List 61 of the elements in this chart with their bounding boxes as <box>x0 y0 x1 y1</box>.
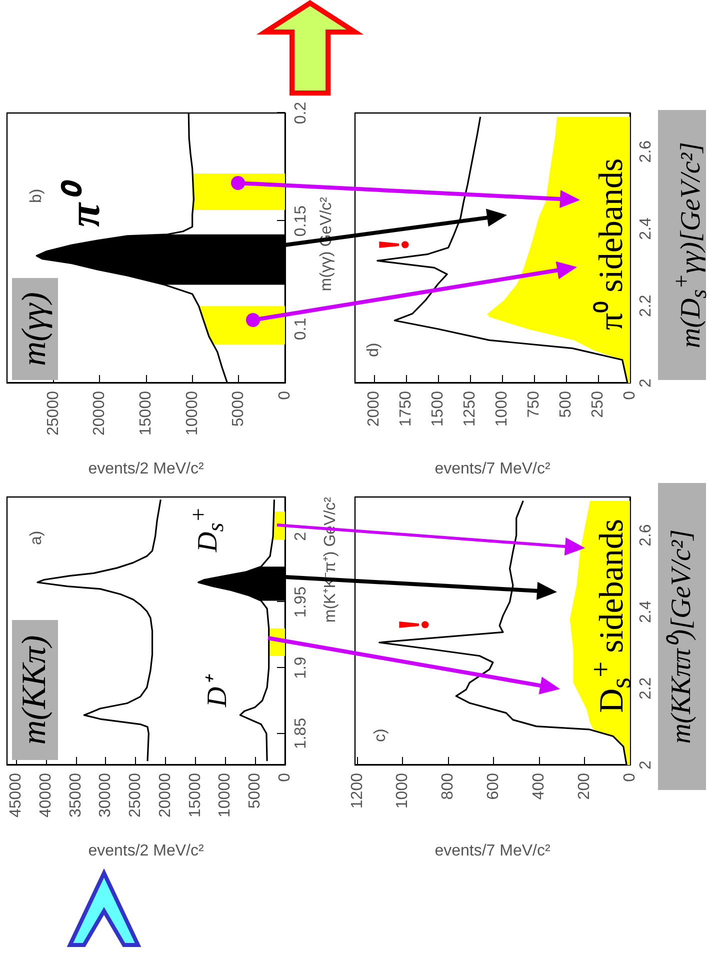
annotation: π⁰ sidebands <box>592 158 631 330</box>
annotation: m(γγ) <box>12 278 58 380</box>
annotation: b) <box>28 188 46 203</box>
x-tick-label: 20000 <box>91 390 108 436</box>
x-tick-label: 750 <box>526 390 543 418</box>
x-tick-label: 5000 <box>246 772 264 809</box>
annotation: a) <box>28 530 46 545</box>
x-tick-label: 600 <box>485 772 502 800</box>
x-tick-label: 40000 <box>37 772 54 818</box>
x-tick-label: 10000 <box>184 390 201 436</box>
x-tick-label: 5000 <box>230 390 248 427</box>
x-tick-label: 0 <box>622 390 638 400</box>
x-tick-label: 2000 <box>366 390 383 427</box>
annotation: ! <box>388 617 439 632</box>
x-axis-title: events/7 MeV/c² <box>434 460 551 478</box>
annotation: ! <box>368 237 419 252</box>
y-tick-label: 2.6 <box>638 140 654 163</box>
x-tick-label: 1750 <box>398 390 415 427</box>
x-tick-label: 25000 <box>127 772 144 818</box>
x-tick-label: 1250 <box>462 390 479 427</box>
x-axis-title: events/2 MeV/c² <box>88 842 204 860</box>
x-tick-label: 1000 <box>394 772 412 809</box>
y-tick-label: 2 <box>292 532 310 541</box>
annotation: c) <box>372 728 390 742</box>
x-tick-label: 800 <box>440 772 457 800</box>
x-tick-label: 250 <box>590 390 607 418</box>
x-tick-label: 15000 <box>138 390 154 436</box>
x-tick-label: 20000 <box>156 772 174 818</box>
x-tick-label: 0 <box>276 390 294 400</box>
x-tick-label: 25000 <box>44 390 62 436</box>
y-tick-label: 2.2 <box>638 294 654 317</box>
y-tick-label: 1.85 <box>292 718 310 750</box>
x-tick-label: 200 <box>576 772 594 800</box>
x-axis-title: events/2 MeV/c² <box>88 460 204 478</box>
y-tick-label: 2.6 <box>638 524 654 546</box>
x-tick-label: 400 <box>530 772 548 800</box>
y-axis-title: m(KKππ⁰)[GeV/c²] <box>658 483 706 790</box>
y-tick-label: 2.4 <box>638 600 654 623</box>
x-tick-label: 15000 <box>186 772 204 818</box>
annotation: d) <box>365 342 383 357</box>
x-tick-label: 35000 <box>67 772 84 818</box>
x-tick-label: 45000 <box>7 772 24 818</box>
x-tick-label: 30000 <box>97 772 114 818</box>
y-tick-label: 1.9 <box>292 656 310 679</box>
x-tick-label: 0 <box>622 772 638 782</box>
y-tick-label: 0.2 <box>292 102 310 124</box>
y-tick-label: 1.95 <box>292 586 310 618</box>
y-tick-label: 2.2 <box>638 677 654 700</box>
y-tick-label: 0.15 <box>292 205 310 237</box>
x-tick-label: 10000 <box>216 772 234 818</box>
x-tick-label: 1000 <box>494 390 511 427</box>
y-tick-label: 2 <box>638 760 654 770</box>
x-tick-label: 1500 <box>430 390 447 427</box>
annotation: m(KKπ) <box>12 620 58 760</box>
x-tick-label: 1200 <box>348 772 366 809</box>
y-tick-label: 0.1 <box>292 318 310 340</box>
x-tick-label: 0 <box>276 772 294 782</box>
x-tick-label: 500 <box>558 390 575 418</box>
x-axis-title: events/7 MeV/c² <box>434 842 551 860</box>
y-tick-label: 2.4 <box>638 217 654 240</box>
y-tick-label: 2 <box>638 378 654 388</box>
